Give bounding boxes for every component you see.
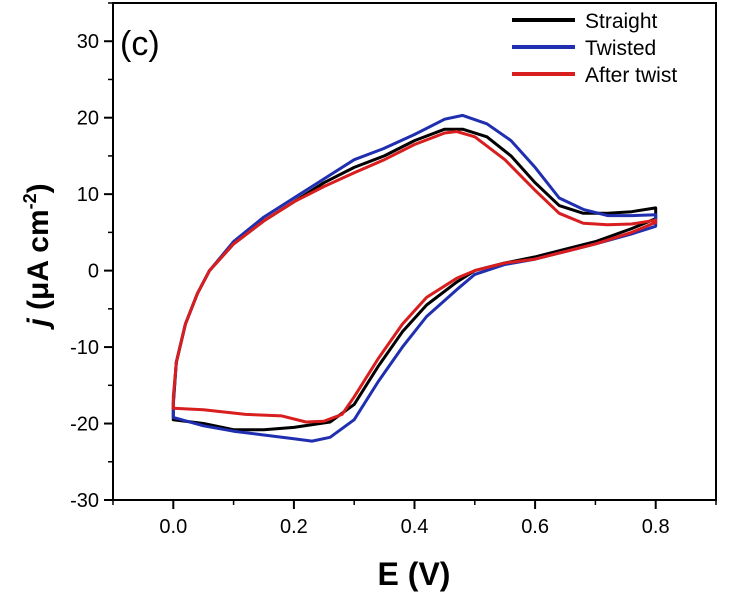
- y-tick-label: 20: [77, 108, 99, 130]
- tick-labels: 0.0 0.2 0.4 0.6 0.8 -30 -20 -10 0 10 20 30: [70, 31, 670, 538]
- x-tick-label: 0.0: [159, 516, 187, 538]
- y-tick-label: 30: [77, 31, 99, 53]
- y-tick-label: -20: [70, 414, 99, 436]
- x-tick-label: 0.6: [521, 516, 549, 538]
- y-axis-close: ): [22, 183, 55, 193]
- y-tick-label: 10: [77, 184, 99, 206]
- axis-ticks: [104, 2, 717, 509]
- data-curves: [171, 113, 658, 443]
- series-straight: [171, 127, 658, 432]
- legend-label-after-twist: After twist: [585, 64, 677, 87]
- x-tick-label: 0.4: [401, 516, 429, 538]
- y-axis-symbol: j: [22, 318, 55, 331]
- series-after-twist: [171, 130, 658, 424]
- legend-label-straight: Straight: [585, 10, 658, 33]
- x-tick-label: 0.8: [642, 516, 670, 538]
- series-twisted: [171, 113, 658, 443]
- x-axis-title: E (V): [378, 556, 451, 592]
- legend: Straight Twisted After twist: [512, 10, 677, 87]
- y-axis-title: j (μA cm-2): [20, 183, 55, 330]
- panel-label: (c): [120, 25, 160, 63]
- y-tick-label: -10: [70, 337, 99, 359]
- x-tick-label: 0.2: [280, 516, 308, 538]
- y-axis-unit-exponent: -2: [20, 193, 40, 209]
- legend-label-twisted: Twisted: [585, 37, 656, 60]
- y-tick-label: 0: [88, 261, 99, 283]
- y-tick-label: -30: [70, 490, 99, 512]
- y-axis-unit: (μA cm: [22, 209, 55, 318]
